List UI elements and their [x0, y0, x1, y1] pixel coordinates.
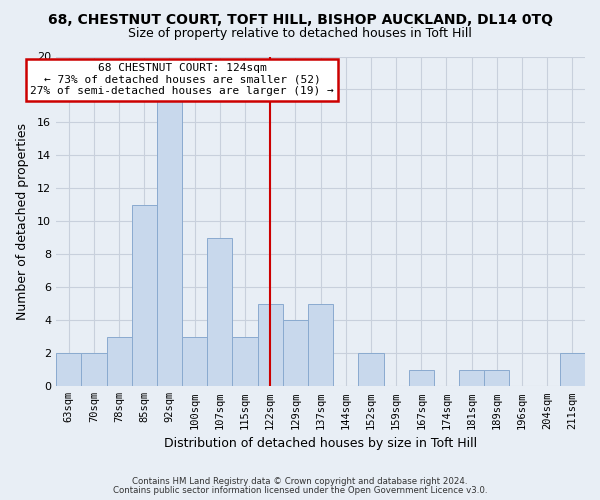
Bar: [308, 304, 333, 386]
Bar: [459, 370, 484, 386]
Bar: [157, 90, 182, 387]
Bar: [358, 354, 383, 386]
Bar: [132, 205, 157, 386]
Text: 68, CHESTNUT COURT, TOFT HILL, BISHOP AUCKLAND, DL14 0TQ: 68, CHESTNUT COURT, TOFT HILL, BISHOP AU…: [47, 12, 553, 26]
Bar: [283, 320, 308, 386]
Bar: [207, 238, 232, 386]
Bar: [409, 370, 434, 386]
Text: 68 CHESTNUT COURT: 124sqm
← 73% of detached houses are smaller (52)
27% of semi-: 68 CHESTNUT COURT: 124sqm ← 73% of detac…: [30, 63, 334, 96]
Bar: [232, 337, 257, 386]
Y-axis label: Number of detached properties: Number of detached properties: [16, 123, 29, 320]
Text: Size of property relative to detached houses in Toft Hill: Size of property relative to detached ho…: [128, 28, 472, 40]
Text: Contains HM Land Registry data © Crown copyright and database right 2024.: Contains HM Land Registry data © Crown c…: [132, 477, 468, 486]
Bar: [257, 304, 283, 386]
Bar: [182, 337, 207, 386]
Bar: [560, 354, 585, 386]
Bar: [484, 370, 509, 386]
Bar: [82, 354, 107, 386]
Bar: [107, 337, 132, 386]
X-axis label: Distribution of detached houses by size in Toft Hill: Distribution of detached houses by size …: [164, 437, 477, 450]
Bar: [56, 354, 82, 386]
Text: Contains public sector information licensed under the Open Government Licence v3: Contains public sector information licen…: [113, 486, 487, 495]
